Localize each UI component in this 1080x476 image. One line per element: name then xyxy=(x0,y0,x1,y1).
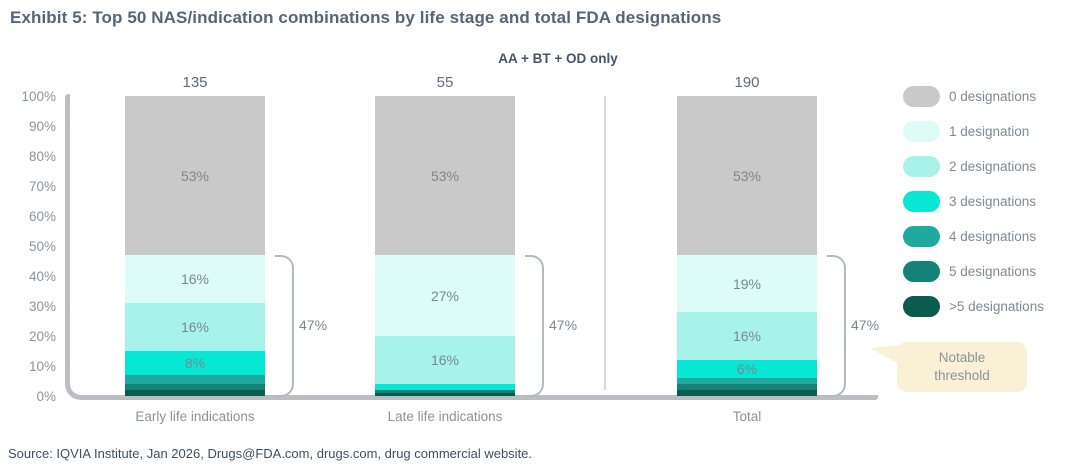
legend-item: 3 designations xyxy=(903,190,1044,212)
legend-label: 0 designations xyxy=(949,88,1037,104)
chart-subtitle: AA + BT + OD only xyxy=(498,51,618,66)
bar-segment: 16% xyxy=(125,303,265,351)
page-title: Exhibit 5: Top 50 NAS/indication combina… xyxy=(10,8,722,27)
segment-value-label: 8% xyxy=(184,355,206,371)
bar-segment: 16% xyxy=(677,312,817,360)
legend-item: 5 designations xyxy=(903,260,1044,282)
segment-value-label: 53% xyxy=(180,167,210,184)
segment-value-label: 16% xyxy=(430,352,460,368)
bar-segment: 8% xyxy=(125,351,265,375)
callout-text: Notable threshold xyxy=(934,350,990,384)
y-tick-label: 60% xyxy=(28,209,56,224)
bar-segment xyxy=(677,378,817,384)
legend-label: 4 designations xyxy=(949,228,1037,244)
threshold-bracket-label: 47% xyxy=(851,316,880,333)
bar-segment xyxy=(375,393,515,396)
stacked-bar: 53% 16% 16% 8% xyxy=(125,96,265,396)
legend-item: 4 designations xyxy=(903,225,1044,247)
y-tick-label: 30% xyxy=(28,299,56,314)
legend-swatch xyxy=(903,155,940,177)
bar-segment: 53% xyxy=(125,96,265,255)
bar-segment: 6% xyxy=(677,360,817,378)
threshold-bracket xyxy=(827,255,846,397)
legend-item: >5 designations xyxy=(903,295,1044,317)
legend-item: 2 designations xyxy=(903,155,1044,177)
bar-segment xyxy=(125,375,265,384)
y-tick-label: 40% xyxy=(28,269,56,284)
y-tick-label: 50% xyxy=(28,239,56,254)
segment-value-label: 53% xyxy=(732,167,762,184)
legend-label: 5 designations xyxy=(949,263,1037,279)
segment-value-label: 53% xyxy=(430,167,460,184)
legend-swatch xyxy=(903,85,940,107)
legend-label: 3 designations xyxy=(949,193,1037,209)
stacked-bar: 53% 19% 16% 6% xyxy=(677,96,817,396)
y-tick-label: 80% xyxy=(28,149,56,164)
segment-value-label: 16% xyxy=(180,319,210,335)
segment-value-label: 16% xyxy=(732,328,762,344)
y-tick-label: 20% xyxy=(28,329,56,344)
bar-segment: 27% xyxy=(375,255,515,336)
legend-swatch xyxy=(903,260,940,282)
legend-label: >5 designations xyxy=(949,298,1044,314)
stacked-bar: 53% 27% 16% xyxy=(375,96,515,396)
segment-value-label: 16% xyxy=(180,271,210,287)
bar-total-label: 55 xyxy=(436,74,454,91)
axis-frame xyxy=(65,94,878,400)
panel-divider-line xyxy=(604,96,606,390)
bar-segment xyxy=(677,390,817,396)
legend-item: 0 designations xyxy=(903,85,1044,107)
y-tick-label: 70% xyxy=(28,179,56,194)
legend-label: 1 designation xyxy=(949,123,1030,139)
threshold-bracket xyxy=(525,255,544,397)
bar-segment xyxy=(125,390,265,396)
bar-segment: 19% xyxy=(677,255,817,312)
legend-label: 2 designations xyxy=(949,158,1037,174)
bar-segment: 16% xyxy=(375,336,515,384)
legend-swatch xyxy=(903,225,940,247)
bar-segment: 16% xyxy=(125,255,265,303)
segment-value-label: 27% xyxy=(430,287,460,304)
segment-value-label: 19% xyxy=(732,275,762,292)
y-tick-label: 10% xyxy=(28,359,56,374)
bar-total-label: 190 xyxy=(734,74,760,91)
source-note: Source: IQVIA Institute, Jan 2026, Drugs… xyxy=(8,446,533,461)
threshold-bracket xyxy=(275,255,294,397)
bar-segment: 53% xyxy=(375,96,515,255)
legend-item: 1 designation xyxy=(903,120,1044,142)
x-axis-category-label: Early life indications xyxy=(135,409,255,424)
notable-threshold-callout: Notable threshold xyxy=(870,342,1027,393)
bar-segment: 53% xyxy=(677,96,817,255)
chart-legend: 0 designations 1 designation 2 designation… xyxy=(903,85,1044,330)
bar-segment xyxy=(375,384,515,390)
y-tick-label: 100% xyxy=(21,89,56,104)
y-tick-label: 0% xyxy=(36,389,56,404)
segment-value-label: 6% xyxy=(736,361,758,377)
legend-swatch xyxy=(903,120,940,142)
bar-total-label: 135 xyxy=(182,74,208,91)
legend-swatch xyxy=(903,190,940,212)
y-tick-label: 90% xyxy=(28,119,56,134)
bar-segment xyxy=(677,384,817,390)
x-axis-category-label: Late life indications xyxy=(387,409,503,424)
x-axis-category-label: Total xyxy=(732,409,762,424)
bar-segment xyxy=(125,384,265,390)
bar-segment xyxy=(375,390,515,393)
legend-swatch xyxy=(903,295,940,317)
threshold-bracket-label: 47% xyxy=(549,316,578,333)
threshold-bracket-label: 47% xyxy=(299,316,328,333)
